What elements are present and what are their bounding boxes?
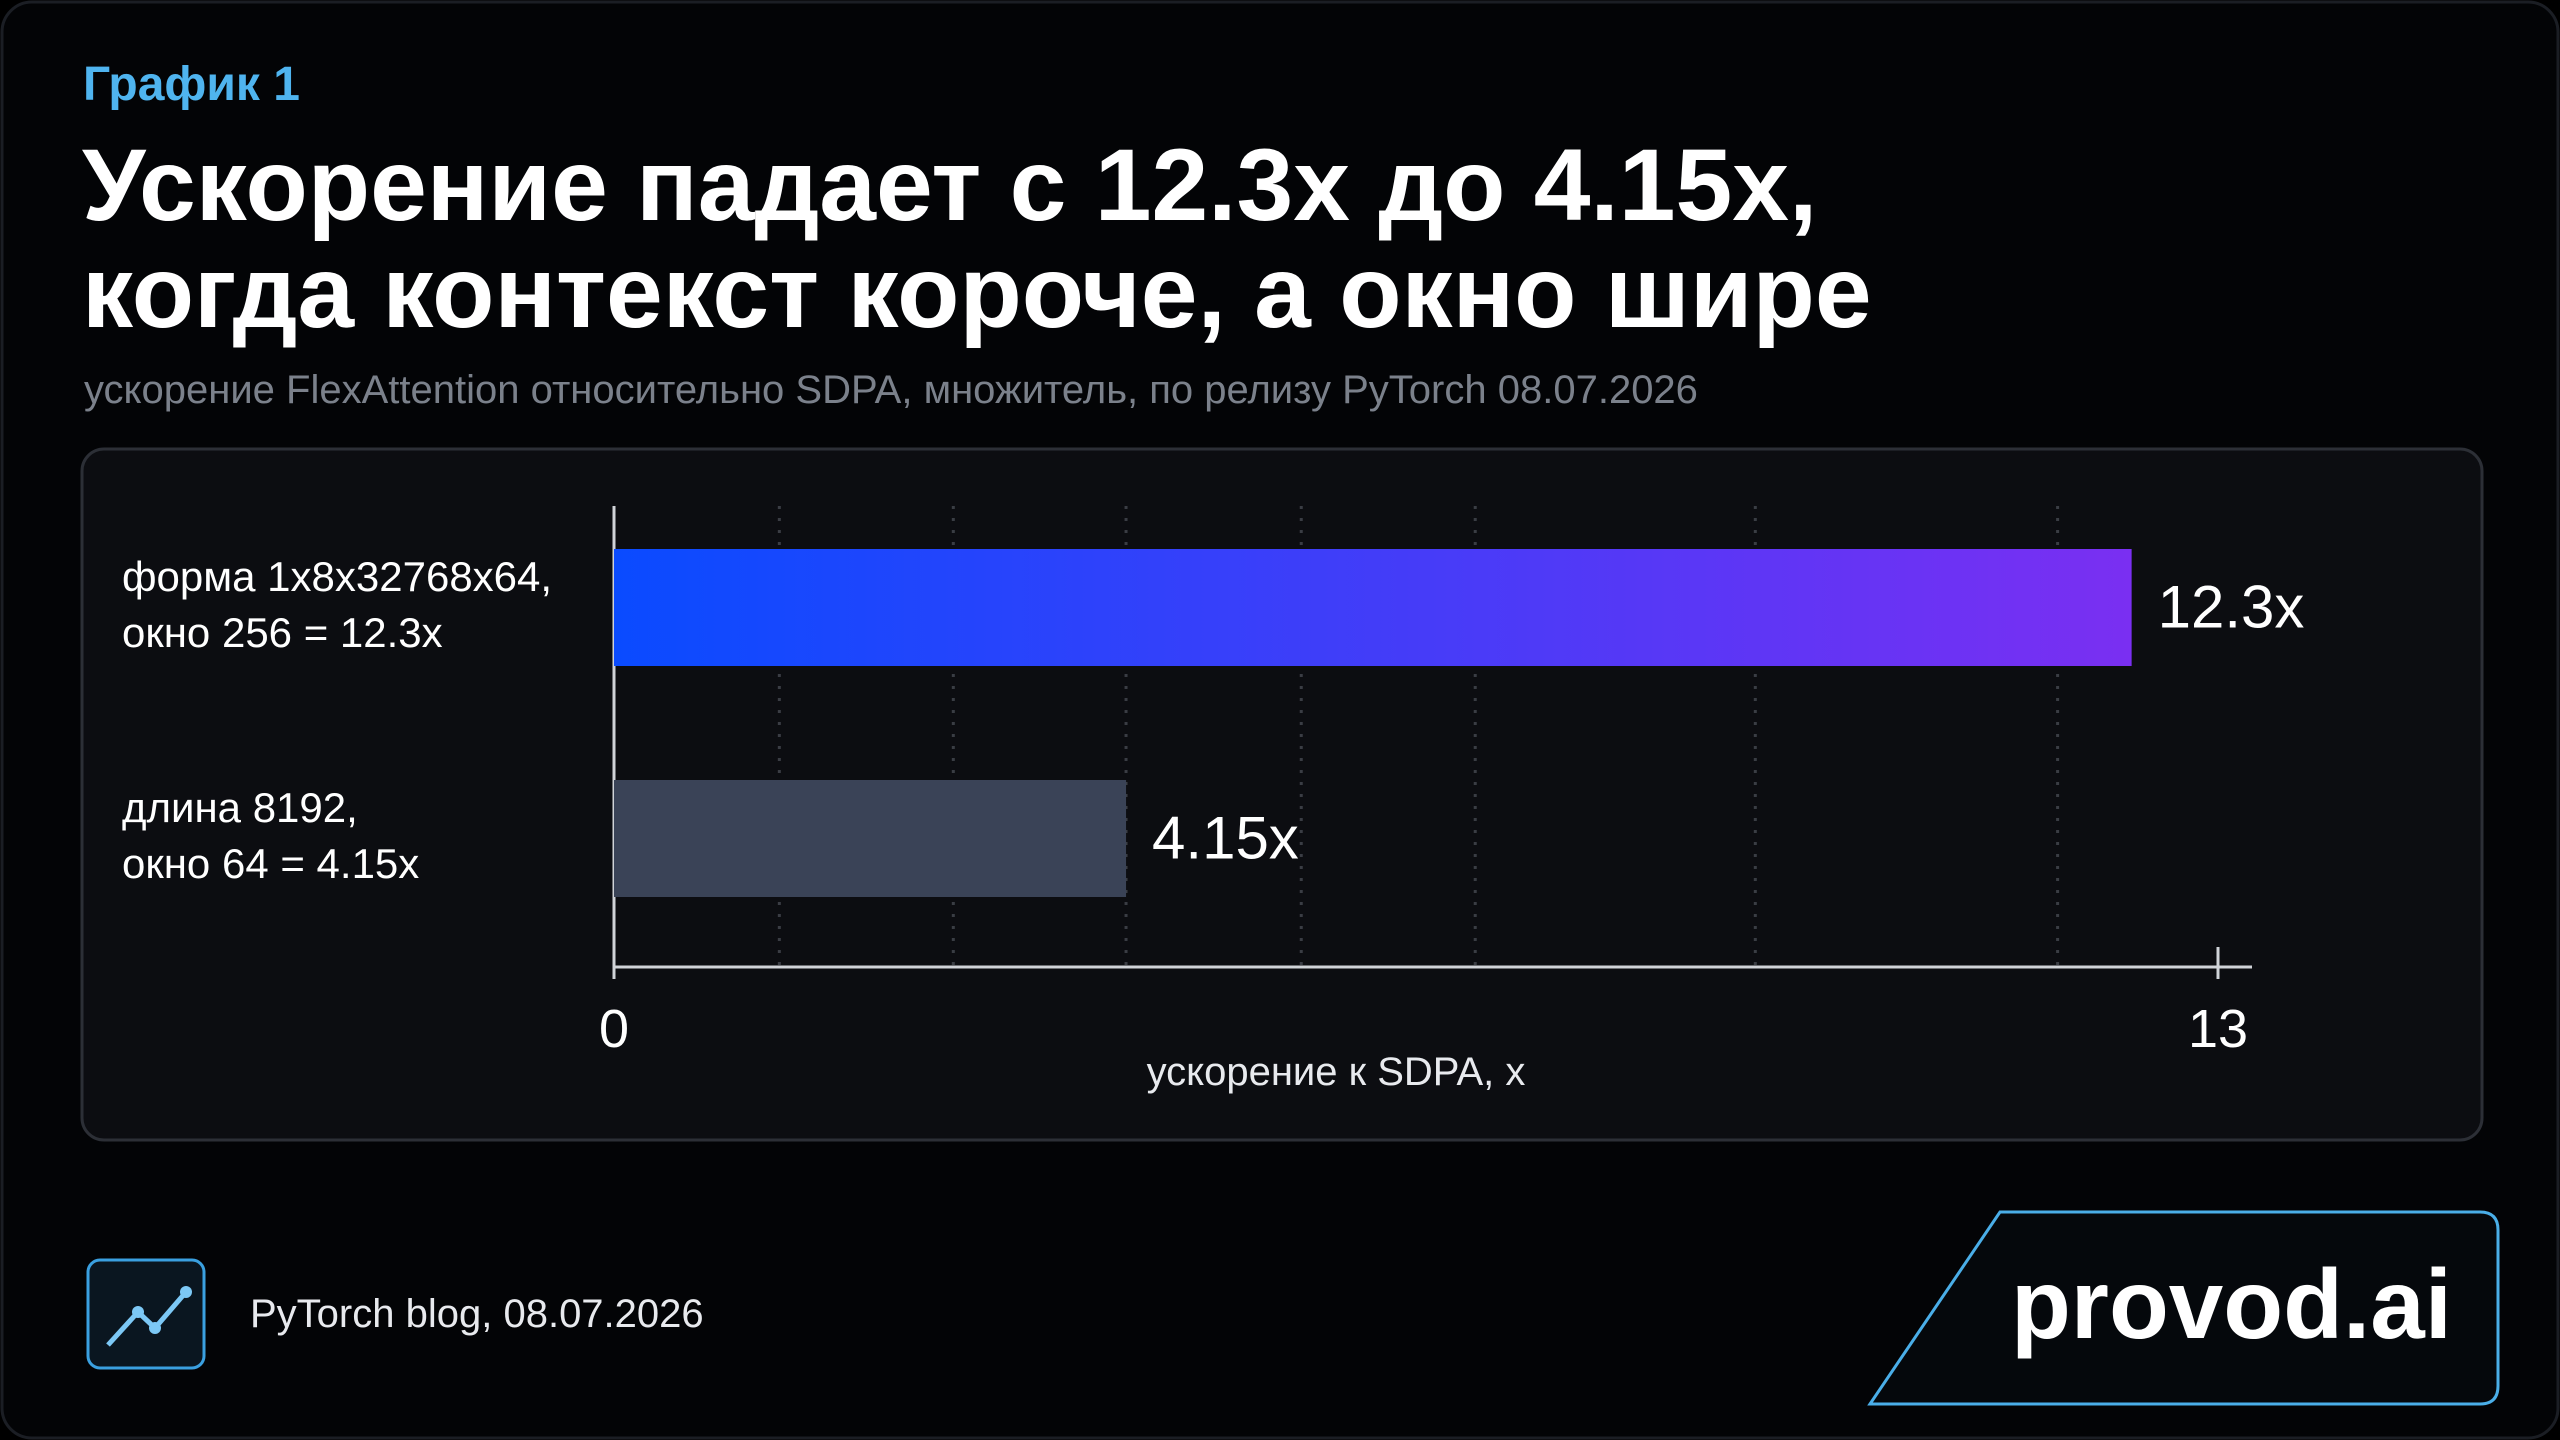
value-label: 12.3x — [2158, 574, 2305, 641]
value-label: 4.15x — [1152, 805, 1299, 872]
icon-box — [86, 1258, 206, 1370]
bar — [614, 549, 2132, 666]
icon — [132, 1306, 144, 1318]
title-line: Ускорение падает с 12.3x до 4.15x, — [82, 128, 1817, 242]
category-label: форма 1x8x32768x64, — [122, 553, 552, 600]
source: PyTorch blog, 08.07.2026 — [250, 1292, 704, 1336]
title-line: когда контекст короче, а окно шире — [82, 235, 1872, 349]
bar — [614, 780, 1127, 897]
brand-panel — [1867, 1210, 2500, 1406]
category-label: длина 8192, — [122, 784, 358, 831]
icon — [180, 1286, 192, 1298]
x-axis-label: ускорение к SDPA, x — [1147, 1050, 1526, 1094]
x-tick-label: 0 — [599, 999, 629, 1059]
category-label: окно 256 = 12.3x — [122, 609, 443, 656]
category-label: окно 64 = 4.15x — [122, 840, 419, 887]
kicker: График 1 — [83, 58, 300, 111]
x-tick-label: 13 — [2188, 999, 2248, 1059]
icon — [149, 1322, 161, 1334]
brand: provod.ai — [2011, 1249, 2452, 1359]
subtitle: ускорение FlexAttention относительно SDP… — [84, 368, 1698, 412]
icon — [106, 1290, 188, 1347]
